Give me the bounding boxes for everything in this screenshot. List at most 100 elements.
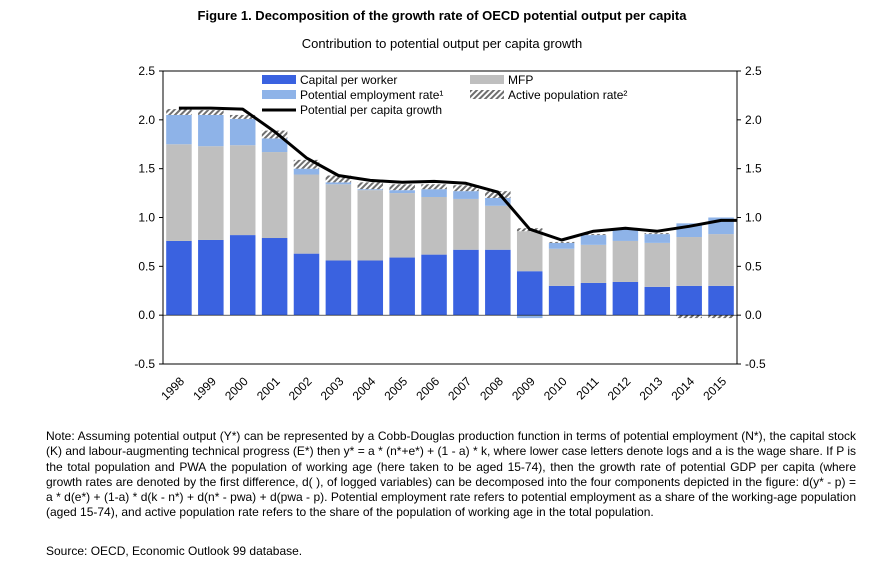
bar-active-population-rate-2000: [229, 114, 256, 119]
x-tick-label-2005: 2005: [382, 374, 411, 403]
bar-active-population-rate-2001: [261, 130, 288, 139]
bar-active-population-rate-2006: [421, 184, 447, 190]
y-tick-label-right: 0.5: [745, 259, 762, 273]
y-tick-label-right: 2.5: [745, 64, 762, 78]
bar-capital-per-worker-2001: [261, 238, 288, 316]
bar-potential-employment-rate-2005: [389, 190, 415, 194]
bar-potential-employment-rate-2008: [485, 197, 511, 206]
bar-potential-employment-rate-2007: [453, 191, 479, 199]
bar-capital-per-worker-2013: [644, 286, 671, 316]
legend-mfp-swatch: [470, 75, 504, 84]
bar-active-population-rate-2005: [389, 184, 415, 191]
bar-potential-employment-rate-1998: [166, 114, 192, 145]
x-tick-label-2012: 2012: [605, 374, 634, 403]
figure-title: Figure 1. Decomposition of the growth ra…: [197, 8, 687, 23]
bar-active-population-rate-2008: [485, 191, 511, 198]
y-tick-label-left: 1.0: [138, 211, 155, 225]
bar-potential-employment-rate-2012: [612, 229, 639, 241]
y-tick-label-left: 0.0: [138, 308, 155, 322]
plot-area: -0.5 -0.5 0.0 0.0 0.5 0.5 1.0 1.0 1.5 1.5 2.0 2.0 2.…: [134, 64, 766, 403]
bar-active-population-rate-2011: [580, 234, 607, 236]
bar-capital-per-worker-2000: [229, 235, 256, 316]
bar-capital-per-worker-2003: [325, 260, 352, 316]
y-tick-label-left: -0.5: [134, 357, 155, 371]
legend-active-population-rate-label: Active population rate²: [508, 88, 627, 102]
bar-active-population-rate-2007: [453, 185, 479, 192]
bar-mfp-2000: [229, 145, 256, 236]
x-tick-label-2003: 2003: [318, 374, 347, 403]
x-tick-label-2014: 2014: [669, 374, 698, 403]
y-tick-label-right: 1.0: [745, 211, 762, 225]
bar-capital-per-worker-2007: [453, 249, 479, 316]
x-tick-label-2010: 2010: [541, 374, 570, 403]
figure-subtitle: Contribution to potential output per cap…: [301, 36, 583, 51]
bar-mfp-2013: [644, 242, 671, 287]
bar-capital-per-worker-2006: [421, 254, 447, 316]
bar-mfp-2004: [357, 190, 384, 261]
bar-mfp-2008: [485, 205, 511, 250]
bar-capital-per-worker-1999: [198, 239, 224, 316]
x-tick-label-2011: 2011: [573, 374, 601, 402]
x-tick-label-1998: 1998: [158, 374, 187, 403]
bar-potential-employment-rate-2000: [229, 118, 256, 146]
bar-potential-employment-rate-2010: [548, 242, 575, 249]
x-tick-label-2008: 2008: [477, 374, 506, 403]
x-tick-label-2013: 2013: [637, 374, 666, 403]
bar-potential-employment-rate-2006: [421, 189, 447, 197]
x-tick-label-1999: 1999: [190, 374, 219, 403]
chart-svg: -0.5 -0.5 0.0 0.0 0.5 0.5 1.0 1.0 1.5 1.5 2.0 2.0 2.…: [134, 64, 766, 403]
legend-potential-employment-rate-swatch: [262, 90, 296, 99]
x-tick-label-2000: 2000: [222, 374, 251, 403]
x-tick-label-2007: 2007: [445, 374, 474, 403]
legend-potential-employment-rate-label: Potential employment rate¹: [300, 88, 443, 102]
bar-active-population-rate-2004: [357, 182, 384, 190]
x-tick-label-2002: 2002: [286, 374, 315, 403]
bar-active-population-rate-1998: [166, 109, 192, 115]
bar-capital-per-worker-1998: [166, 240, 192, 316]
bar-potential-employment-rate-2004: [357, 189, 384, 191]
bar-active-population-rate-2014: [676, 315, 702, 319]
bar-active-population-rate-2015: [708, 315, 734, 319]
footnote-text: Note: Assuming potential output (Y*) can…: [46, 429, 856, 520]
bar-potential-employment-rate-2009: [516, 315, 543, 319]
line-potential-per-capita-growth: [178, 106, 737, 242]
bar-mfp-2009: [516, 231, 543, 272]
legend-active-population-rate-swatch: [470, 90, 504, 99]
bar-mfp-2012: [612, 240, 639, 282]
y-tick-label-left: 0.5: [138, 259, 155, 273]
bar-capital-per-worker-2011: [580, 282, 607, 316]
y-tick-label-right: 1.5: [745, 162, 762, 176]
bar-active-population-rate-1999: [198, 110, 224, 115]
legend-capital-per-worker-swatch: [262, 75, 296, 84]
bar-mfp-2001: [261, 152, 288, 239]
legend-capital-per-worker-label: Capital per worker: [300, 73, 397, 87]
bar-capital-per-worker-2012: [612, 281, 639, 316]
x-tick-label-2015: 2015: [700, 374, 729, 403]
legend-potential-per-capita-growth-label: Potential per capita growth: [300, 103, 442, 117]
bar-mfp-2005: [389, 193, 415, 258]
bar-active-population-rate-2003: [325, 175, 352, 183]
bar-capital-per-worker-2002: [293, 253, 320, 316]
bar-capital-per-worker-2008: [485, 249, 511, 316]
bar-potential-employment-rate-2003: [325, 182, 352, 185]
y-tick-label-left: 1.5: [138, 162, 155, 176]
y-tick-label-left: 2.0: [138, 113, 155, 127]
bar-capital-per-worker-2014: [676, 285, 702, 316]
bar-mfp-2002: [293, 174, 320, 254]
bar-capital-per-worker-2005: [389, 257, 415, 316]
bar-capital-per-worker-2009: [516, 271, 543, 316]
y-tick-label-right: 0.0: [745, 308, 762, 322]
bar-potential-employment-rate-2013: [644, 234, 671, 243]
bar-mfp-2003: [325, 184, 352, 261]
y-tick-label-left: 2.5: [138, 64, 155, 78]
x-tick-label-2001: 2001: [254, 374, 283, 403]
bar-capital-per-worker-2004: [357, 260, 384, 316]
bar-mfp-2015: [708, 234, 734, 286]
bar-mfp-2010: [548, 248, 575, 286]
bar-active-population-rate-2010: [548, 241, 575, 243]
source-text: Source: OECD, Economic Outlook 99 databa…: [46, 544, 303, 558]
bar-mfp-1998: [166, 144, 192, 241]
bar-capital-per-worker-2015: [708, 285, 734, 316]
y-tick-label-right: -0.5: [745, 357, 766, 371]
bar-mfp-1999: [198, 146, 224, 240]
